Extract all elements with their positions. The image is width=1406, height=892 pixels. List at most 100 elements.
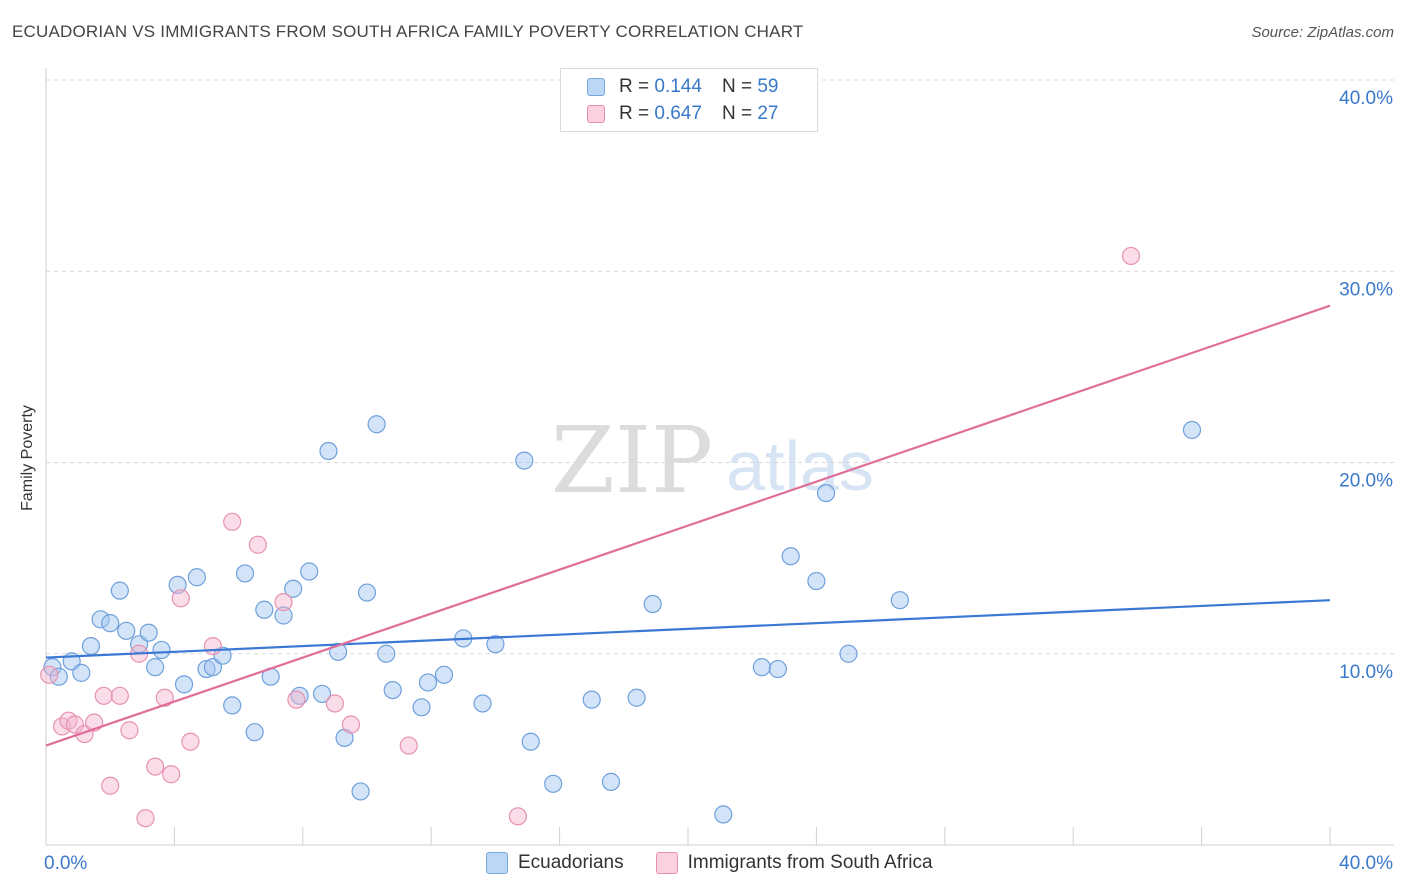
point-south-africa-24[interactable] [399, 736, 418, 755]
point-ecuadorians-13[interactable] [168, 575, 187, 595]
point-ecuadorians-49[interactable] [643, 594, 662, 614]
y-tick-label-4: 40.0% [1339, 88, 1393, 109]
point-ecuadorians-28[interactable] [312, 684, 332, 704]
series-legend: Ecuadorians Immigrants from South Africa [486, 852, 933, 874]
x-tick-label-min: 0.0% [44, 853, 87, 874]
point-ecuadorians-5[interactable] [91, 610, 110, 629]
legend-item-south-africa[interactable]: Immigrants from South Africa [655, 852, 933, 874]
point-ecuadorians-4[interactable] [81, 636, 101, 656]
legend-item-ecuadorians[interactable]: Ecuadorians [486, 852, 624, 874]
point-ecuadorians-43[interactable] [515, 451, 534, 470]
x-tick-label-max: 40.0% [1339, 853, 1393, 874]
trend-line-south-africa [45, 304, 1331, 747]
point-south-africa-15[interactable] [171, 589, 190, 608]
point-south-africa-8[interactable] [110, 686, 129, 705]
n-label: N = [721, 103, 753, 124]
point-ecuadorians-56[interactable] [839, 644, 858, 663]
point-south-africa-16[interactable] [181, 732, 200, 751]
point-ecuadorians-6[interactable] [101, 614, 120, 633]
point-south-africa-14[interactable] [162, 765, 181, 784]
point-ecuadorians-53[interactable] [781, 547, 800, 566]
point-south-africa-3[interactable] [65, 715, 84, 734]
point-ecuadorians-54[interactable] [807, 571, 826, 591]
point-ecuadorians-36[interactable] [383, 680, 402, 700]
point-ecuadorians-57[interactable] [890, 591, 909, 610]
point-ecuadorians-34[interactable] [367, 415, 386, 434]
watermark: ZIP atlas [551, 407, 874, 514]
legend-label-ecuadorians: Ecuadorians [518, 852, 624, 873]
point-south-africa-9[interactable] [120, 721, 139, 740]
point-ecuadorians-32[interactable] [351, 782, 370, 801]
legend-swatch-south-africa [655, 852, 678, 874]
n-value-ecuadorians: 59 [757, 76, 779, 97]
stats-legend: R = 0.144 N = 59 R = 0.647 N = 27 [560, 68, 818, 132]
point-ecuadorians-21[interactable] [245, 723, 264, 742]
point-south-africa-18[interactable] [223, 512, 242, 531]
point-south-africa-13[interactable] [155, 688, 174, 707]
point-ecuadorians-33[interactable] [357, 583, 377, 602]
point-ecuadorians-41[interactable] [473, 694, 492, 713]
point-ecuadorians-16[interactable] [197, 659, 216, 679]
point-south-africa-21[interactable] [287, 690, 306, 709]
data-points [40, 246, 1202, 828]
point-ecuadorians-37[interactable] [412, 698, 431, 717]
point-ecuadorians-45[interactable] [544, 774, 563, 793]
watermark-zip: ZIP [551, 407, 713, 514]
point-ecuadorians-14[interactable] [174, 675, 194, 694]
y-axis-label: Family Poverty [19, 405, 36, 511]
point-ecuadorians-22[interactable] [255, 600, 274, 619]
point-south-africa-25[interactable] [508, 807, 527, 826]
point-ecuadorians-52[interactable] [768, 659, 787, 679]
r-label: R = [619, 76, 650, 97]
point-south-africa-0[interactable] [40, 665, 59, 684]
point-ecuadorians-42[interactable] [486, 635, 505, 654]
point-ecuadorians-48[interactable] [627, 688, 646, 707]
swatch-ecuadorians [587, 78, 605, 96]
r-label: R = [619, 103, 650, 124]
trend-line-ecuadorians [45, 599, 1331, 659]
point-ecuadorians-29[interactable] [319, 441, 338, 461]
point-south-africa-11[interactable] [136, 809, 155, 828]
point-ecuadorians-38[interactable] [418, 673, 438, 692]
point-ecuadorians-11[interactable] [146, 658, 165, 677]
point-ecuadorians-24[interactable] [274, 606, 293, 625]
point-ecuadorians-47[interactable] [601, 772, 621, 791]
point-south-africa-12[interactable] [146, 757, 165, 776]
point-ecuadorians-15[interactable] [187, 568, 206, 587]
trend-lines [45, 304, 1331, 747]
point-south-africa-6[interactable] [94, 686, 113, 705]
point-south-africa-26[interactable] [1121, 246, 1141, 266]
tick-labels: 10.0% 20.0% 30.0% 40.0% 0.0% 40.0% [44, 88, 1393, 874]
point-ecuadorians-51[interactable] [752, 658, 771, 677]
y-tick-label-3: 30.0% [1339, 279, 1393, 300]
point-ecuadorians-25[interactable] [284, 579, 303, 598]
point-ecuadorians-55[interactable] [816, 484, 836, 503]
point-ecuadorians-10[interactable] [139, 623, 158, 642]
point-ecuadorians-50[interactable] [714, 805, 733, 824]
point-south-africa-23[interactable] [341, 715, 361, 734]
y-tick-label-1: 10.0% [1339, 662, 1393, 683]
point-ecuadorians-7[interactable] [110, 581, 129, 600]
point-south-africa-19[interactable] [248, 535, 267, 554]
point-ecuadorians-27[interactable] [300, 562, 319, 581]
point-south-africa-20[interactable] [274, 593, 293, 612]
point-ecuadorians-20[interactable] [235, 564, 255, 583]
point-south-africa-7[interactable] [101, 776, 120, 795]
point-ecuadorians-46[interactable] [582, 690, 601, 709]
point-ecuadorians-19[interactable] [223, 696, 242, 715]
stats-legend-row-south-africa: R = 0.647 N = 27 [587, 102, 778, 126]
point-ecuadorians-44[interactable] [521, 732, 540, 751]
point-ecuadorians-3[interactable] [72, 663, 91, 682]
point-ecuadorians-18[interactable] [213, 646, 232, 665]
point-south-africa-17[interactable] [203, 636, 223, 656]
swatch-south-africa [587, 105, 605, 123]
chart-title: ECUADORIAN VS IMMIGRANTS FROM SOUTH AFRI… [12, 22, 804, 41]
point-south-africa-22[interactable] [325, 694, 344, 713]
point-ecuadorians-35[interactable] [377, 644, 396, 663]
point-ecuadorians-8[interactable] [117, 621, 136, 640]
point-ecuadorians-58[interactable] [1182, 420, 1202, 440]
point-ecuadorians-39[interactable] [434, 665, 454, 684]
point-ecuadorians-12[interactable] [152, 640, 171, 660]
legend-label-south-africa: Immigrants from South Africa [687, 852, 933, 873]
